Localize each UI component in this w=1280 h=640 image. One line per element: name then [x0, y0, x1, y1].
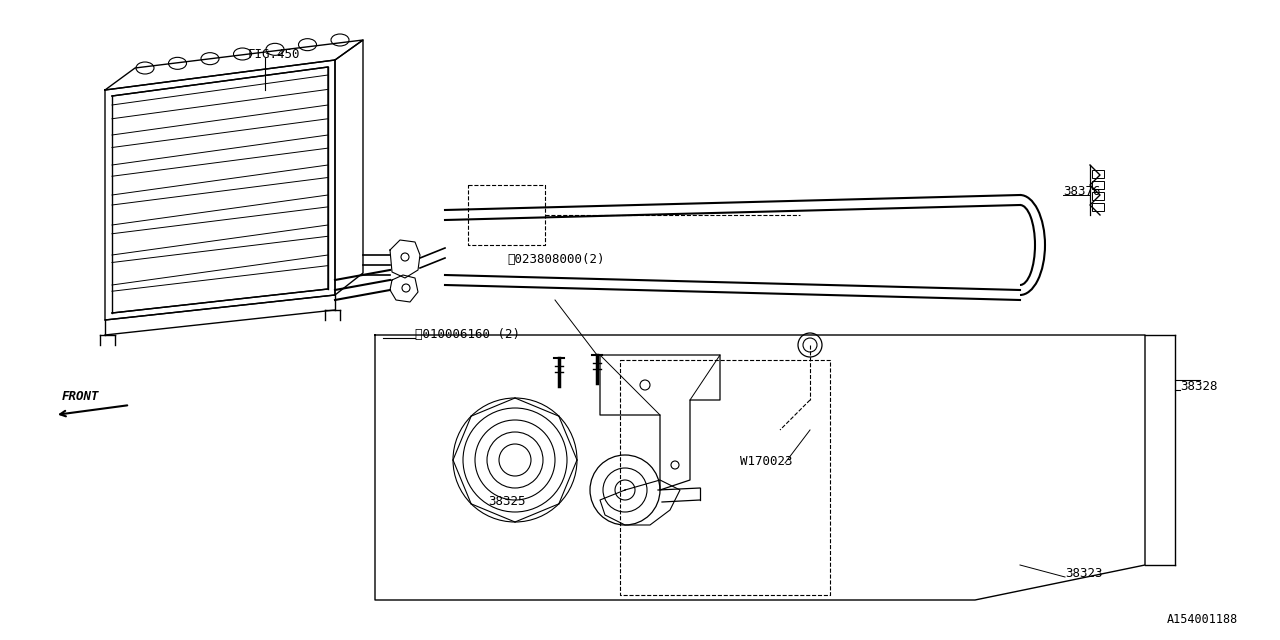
Bar: [1092, 203, 1103, 211]
Text: 38323: 38323: [1065, 567, 1102, 580]
Text: W170023: W170023: [740, 455, 792, 468]
Text: 38325: 38325: [488, 495, 526, 508]
Bar: [1092, 181, 1103, 189]
Text: FRONT: FRONT: [61, 390, 100, 403]
Text: FIG.450: FIG.450: [248, 48, 301, 61]
Text: 38376: 38376: [1062, 185, 1101, 198]
Text: Ⓝ023808000(2): Ⓝ023808000(2): [507, 253, 604, 266]
Text: A154001188: A154001188: [1167, 613, 1238, 626]
Bar: [1092, 170, 1103, 178]
Text: 38328: 38328: [1180, 380, 1217, 393]
Text: Ⓑ010006160 (2): Ⓑ010006160 (2): [415, 328, 520, 341]
Bar: [1092, 192, 1103, 200]
